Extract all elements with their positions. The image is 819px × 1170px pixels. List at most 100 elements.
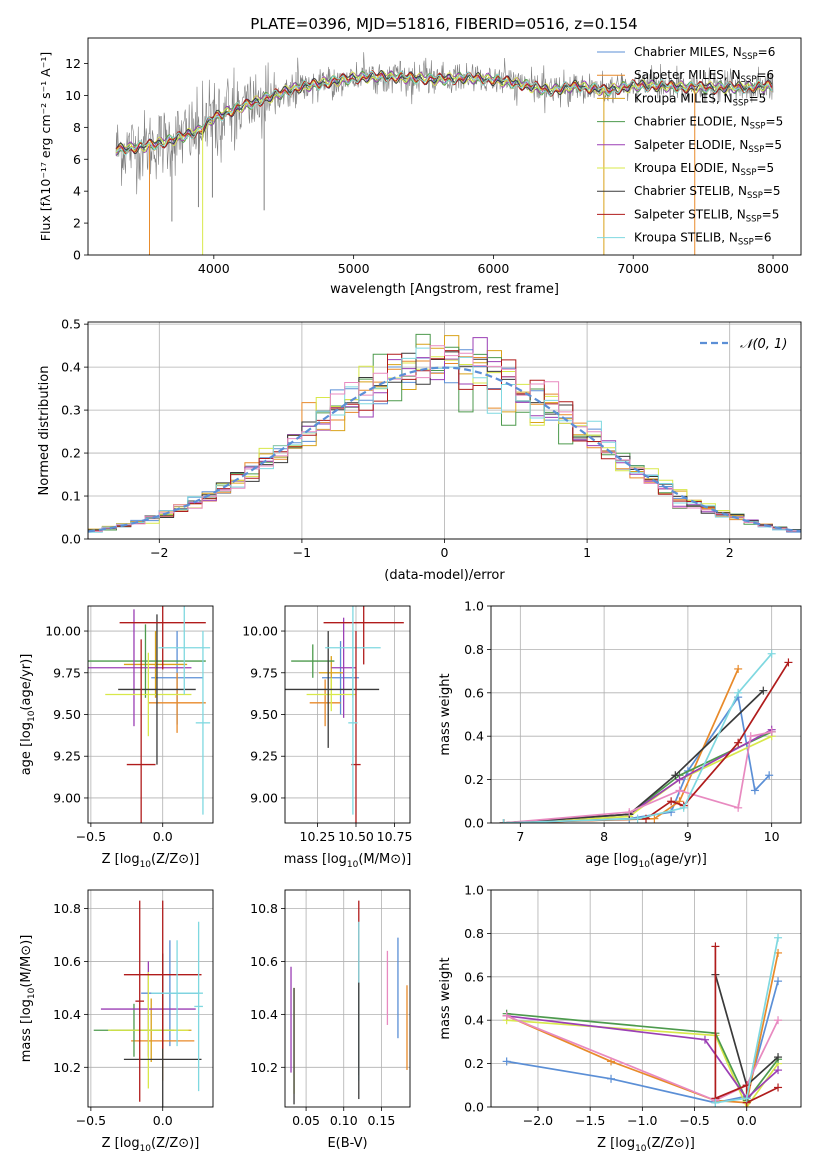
z_mass-frame [87, 889, 214, 1108]
legend-label-tail: =5 [749, 91, 767, 105]
z_age-plot [88, 606, 211, 823]
legend-label: Salpeter STELIB, NSSP=5 [634, 207, 779, 224]
legend-label-tail: =5 [762, 207, 780, 221]
x-tick-label: 1 [583, 545, 591, 560]
legend-label-main: Kroupa ELODIE, N [634, 161, 741, 175]
legend-label-main: Salpeter STELIB, N [634, 207, 746, 221]
y-tick-label: 0.4 [61, 360, 81, 375]
age_weight-ylabel-main: mass weight [438, 673, 453, 755]
z_weight-xlabel-sub: 10 [635, 1144, 647, 1154]
residuals-xlabel: (data-model)/error [384, 568, 505, 583]
y-tick-label: 10.4 [53, 1007, 81, 1022]
x-tick-label: −2 [150, 545, 168, 560]
legend-label-main: Chabrier MILES, N [634, 45, 742, 59]
x-tick-label: −0.5 [679, 1113, 709, 1128]
legend-label-main: Chabrier ELODIE, N [634, 115, 750, 129]
y-tick-label: 1.0 [464, 883, 484, 898]
legend-label-tail: =5 [764, 138, 782, 152]
y-tick-label: 0.4 [464, 729, 484, 744]
legend-label-main: Kroupa MILES, N [634, 91, 733, 105]
z_weight-frame [490, 889, 802, 1108]
x-tick-label: 8 [600, 829, 608, 844]
residuals-ylabel: Normed distribution [37, 366, 52, 496]
x-tick-label: 10.75 [377, 829, 413, 844]
legend-label: Kroupa ELODIE, NSSP=5 [634, 161, 774, 178]
legend-label-sub: SSP [750, 122, 766, 132]
spectrum-plot [115, 52, 774, 255]
y-tick-label: 10.6 [250, 954, 278, 969]
legend-label-sub: SSP [748, 145, 764, 155]
y-tick-label: 0.0 [464, 1100, 484, 1115]
z_mass-ylabel-main: mass [log [19, 999, 34, 1062]
gaussian-curve [88, 366, 801, 533]
spectrum-model-line [115, 69, 773, 154]
legend-label: Salpeter MILES, NSSP=6 [634, 68, 774, 85]
spectrum-frame [87, 37, 802, 256]
z_weight-series-line [506, 1015, 779, 1102]
y-tick-label: 0.0 [61, 532, 81, 547]
y-tick-label: 12 [65, 56, 81, 71]
y-tick-label: 0.0 [464, 816, 484, 831]
y-tick-label: 0.2 [464, 772, 484, 787]
z_weight-series-line [506, 1012, 779, 1103]
x-tick-label: 10.25 [300, 829, 336, 844]
x-tick-label: −2.0 [523, 1113, 553, 1128]
y-tick-label: 0.6 [464, 685, 484, 700]
legend-label: Salpeter ELODIE, NSSP=5 [634, 138, 782, 155]
y-tick-label: 10.8 [53, 901, 81, 916]
y-tick-label: 9.00 [250, 790, 278, 805]
x-tick-label: 10.50 [338, 829, 374, 844]
y-tick-label: 0.3 [61, 403, 81, 418]
x-tick-label: 5000 [338, 261, 370, 276]
y-tick-label: 0.8 [464, 642, 484, 657]
x-tick-label: 7 [516, 829, 524, 844]
ebv_mass-axes: 0.05 0.10 0.15 10.2 10.4 10.6 10.8 E(B-V) [250, 889, 411, 1151]
y-tick-label: 10.2 [53, 1060, 81, 1075]
residuals-axes: −2 −1 0 1 2 0.0 0.1 0.2 0.3 0.4 0.5 (data-model)/er… [37, 317, 802, 583]
age_weight-ylabel: mass weight [438, 673, 453, 755]
x-tick-label: −1.5 [575, 1113, 605, 1128]
y-tick-label: 0 [73, 248, 81, 263]
mass_age-xlabel-main: mass [log [284, 852, 347, 867]
z_mass-xlabel-tail: (Z/Z⊙)] [151, 1136, 199, 1151]
z_mass-ylabel-tail: (M/M⊙)] [19, 935, 34, 988]
z_age-xlabel-sub: 10 [140, 860, 152, 870]
legend-label-sub: SSP [746, 214, 762, 224]
ebv_mass-frame [284, 889, 411, 1108]
mass_age-axes: 10.25 10.50 10.75 9.00 9.25 9.50 9.75 10.00 mass… [242, 605, 413, 870]
legend-label: Kroupa MILES, NSSP=5 [634, 91, 766, 108]
residuals-frame [87, 321, 802, 540]
y-tick-label: 0.2 [61, 446, 81, 461]
y-tick-label: 9.75 [250, 665, 278, 680]
panels: 4000 5000 6000 7000 8000024681012wavelength … [19, 37, 802, 1154]
age_weight-series-line [503, 694, 770, 823]
z_weight-xlabel-tail: (Z/Z⊙)] [647, 1136, 695, 1151]
x-tick-label: 0.0 [737, 1113, 757, 1128]
legend-label-main: Salpeter MILES, N [634, 68, 741, 82]
z_mass-plot [93, 900, 203, 1107]
z_age-ylabel: age [log10(age/yr)] [19, 654, 37, 776]
x-tick-label: 4000 [198, 261, 230, 276]
x-tick-label: 0 [441, 545, 449, 560]
legend-label-sub: SSP [742, 52, 758, 62]
y-tick-label: 10 [65, 88, 81, 103]
z_mass-ylabel-sub: 10 [27, 987, 37, 999]
legend-label-tail: =6 [756, 68, 774, 82]
gauss-legend-label: 𝒩(0, 1) [740, 337, 787, 352]
y-tick-label: 9.75 [53, 665, 81, 680]
legend-label-tail: =5 [763, 184, 781, 198]
z_weight-xlabel-main: Z [log [597, 1136, 635, 1151]
legend-label-main: Kroupa STELIB, N [634, 231, 738, 245]
z_age-xlabel: Z [log10(Z/Z⊙)] [102, 852, 200, 870]
age_weight-series-line [503, 668, 739, 823]
spectrum-data-line [115, 52, 774, 195]
y-tick-label: 0.8 [464, 926, 484, 941]
y-tick-label: 10.6 [53, 954, 81, 969]
mass_age-frame [284, 605, 411, 824]
x-tick-label: −1 [293, 545, 311, 560]
y-tick-label: 9.25 [250, 749, 278, 764]
mass_age-xlabel: mass [log10(M/M⊙)] [284, 852, 412, 870]
y-tick-label: 9.50 [53, 707, 81, 722]
